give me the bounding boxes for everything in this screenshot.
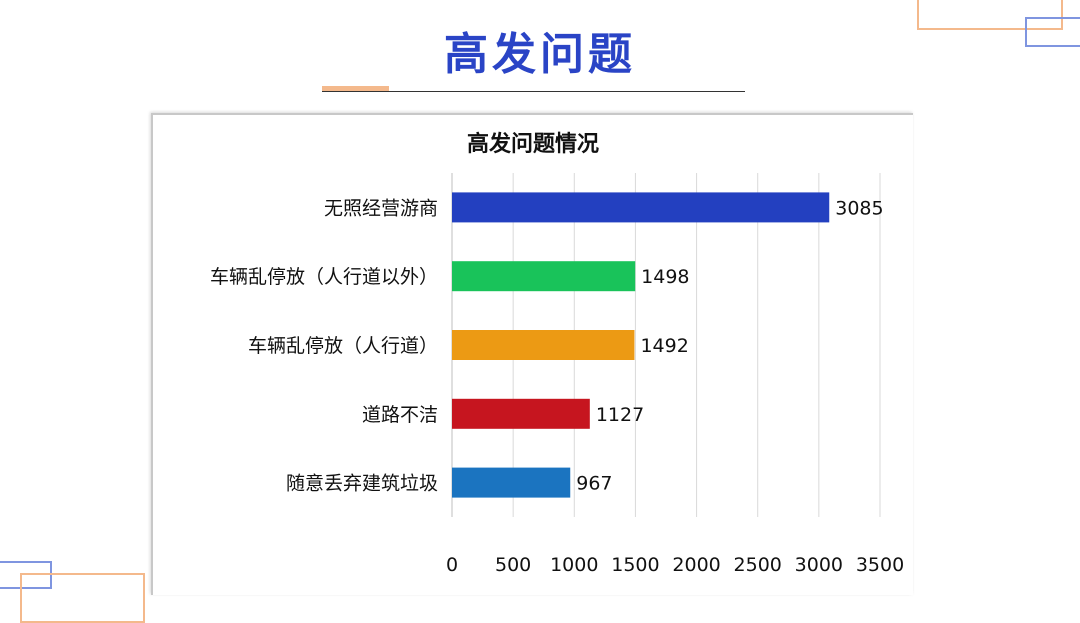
- category-label: 随意丢弃建筑垃圾: [286, 473, 438, 495]
- category-label: 车辆乱停放（人行道）: [248, 335, 438, 357]
- title-underline-accent: [322, 86, 389, 91]
- x-tick-label: 2000: [672, 554, 720, 576]
- bars: [452, 192, 830, 498]
- slide-title: 高发问题: [444, 29, 636, 80]
- x-tick-label: 1000: [550, 554, 598, 576]
- corner-decoration-bottom-left-orange: [20, 573, 145, 623]
- category-label: 无照经营游商: [324, 197, 438, 219]
- bar: [452, 467, 571, 498]
- axes: 0 500 1000 1500 2000 2500 3000 3500: [446, 173, 904, 576]
- data-label: 967: [576, 473, 612, 495]
- corner-decoration-top-right-orange: [917, 0, 1063, 30]
- data-label: 1498: [641, 266, 689, 288]
- x-tick-label: 3000: [795, 554, 843, 576]
- chart-card: 高发问题情况 0 500 1000 1500 2000 2500 3000 3500 3085…: [151, 113, 913, 595]
- corner-decoration-top-right-blue: [1025, 17, 1080, 47]
- data-label: 3085: [835, 197, 883, 219]
- bar: [452, 261, 636, 292]
- x-tick-label: 3500: [856, 554, 904, 576]
- labels: 3085 无照经营游商 1498 车辆乱停放（人行道以外） 1492 车辆乱停放（人行道）…: [210, 197, 884, 494]
- chart-title: 高发问题情况: [467, 131, 599, 157]
- corner-decoration-bottom-left-blue: [0, 561, 52, 589]
- x-tick-label: 0: [446, 554, 458, 576]
- bar-chart: 高发问题情况 0 500 1000 1500 2000 2500 3000 3500 3085…: [210, 131, 904, 576]
- bar: [452, 192, 830, 223]
- x-tick-label: 2500: [734, 554, 782, 576]
- bar: [452, 398, 590, 429]
- bar: [452, 330, 635, 360]
- x-tick-label: 1500: [611, 554, 659, 576]
- data-label: 1127: [596, 404, 644, 426]
- x-tick-label: 500: [495, 554, 531, 576]
- title-underline: [322, 91, 745, 92]
- category-label: 车辆乱停放（人行道以外）: [210, 266, 438, 288]
- category-label: 道路不洁: [362, 404, 438, 426]
- data-label: 1492: [640, 335, 688, 357]
